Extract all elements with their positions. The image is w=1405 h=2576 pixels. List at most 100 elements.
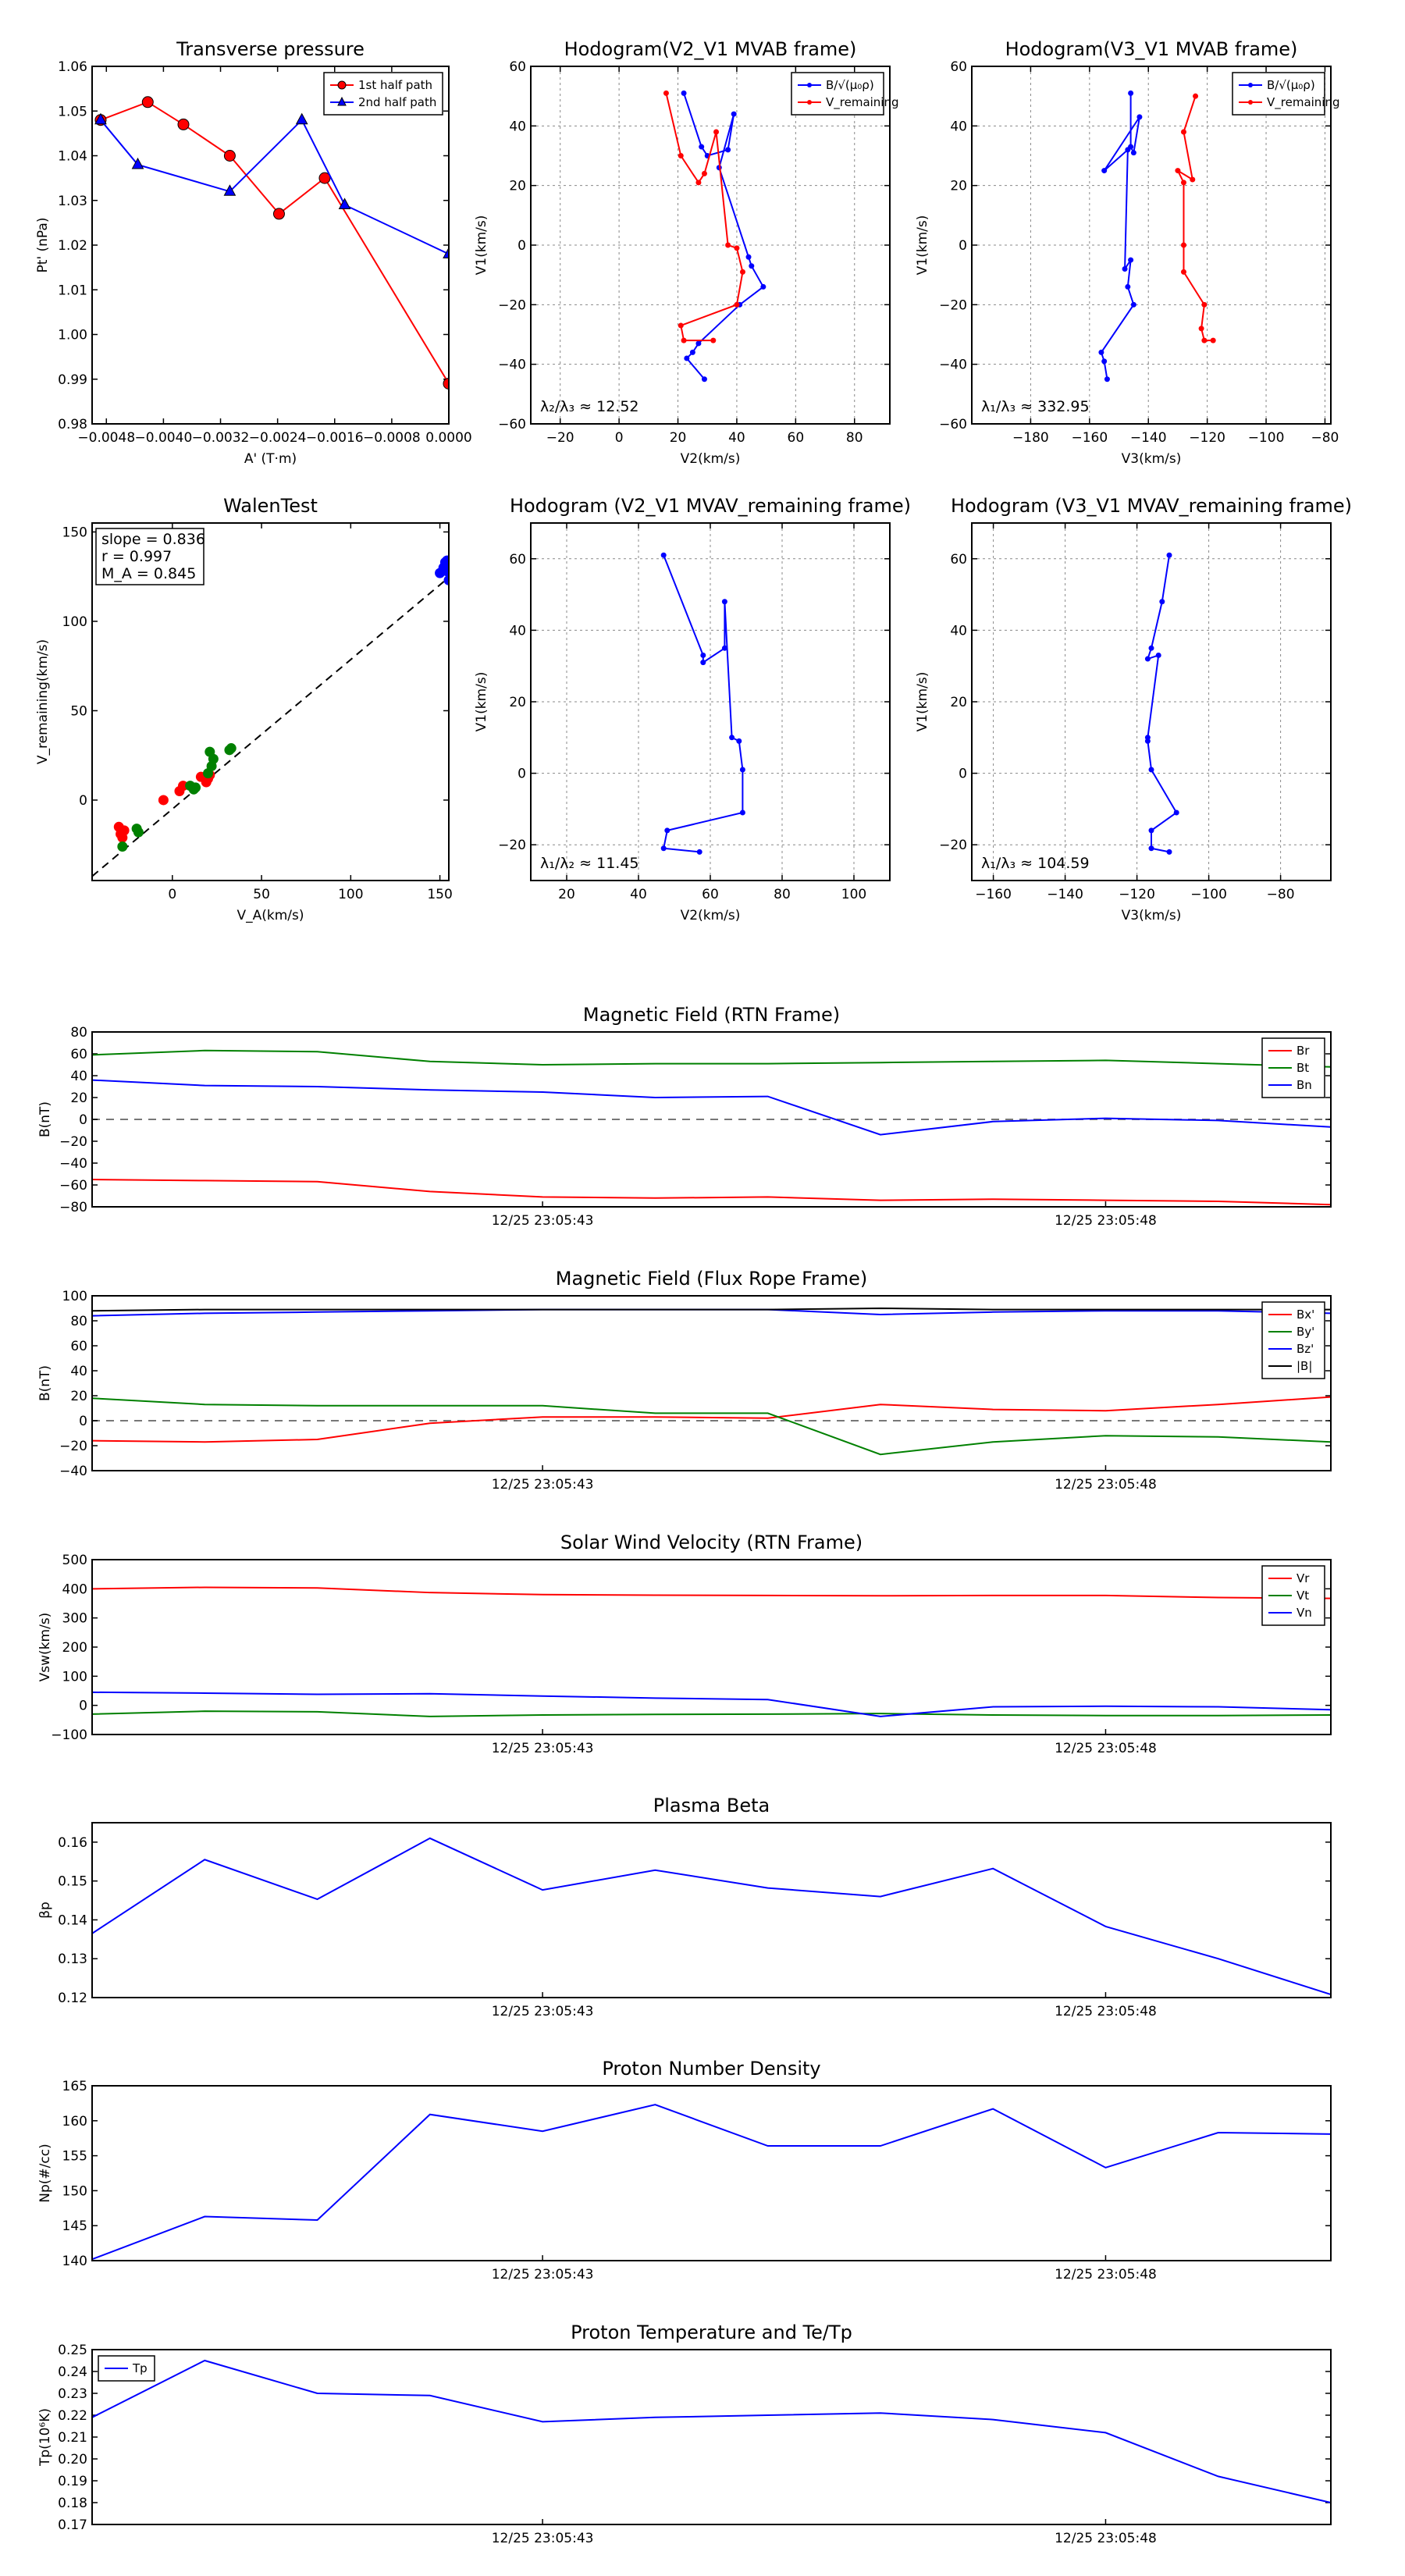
x-tick-label: 12/25 23:05:43 — [492, 1741, 594, 1756]
eigen-ratio-annotation: λ₁/λ₃ ≈ 104.59 — [981, 855, 1090, 872]
y-tick-label: 150 — [62, 2183, 87, 2199]
x-tick-label: −0.0032 — [192, 430, 250, 446]
legend-label: B/√(μ₀ρ) — [1267, 78, 1315, 92]
stats-box — [95, 528, 205, 585]
data-point — [117, 832, 128, 843]
y-tick-label: 0.19 — [58, 2474, 87, 2489]
legend: B/√(μ₀ρ) V_remaining — [1232, 72, 1340, 116]
y-tick-label: −20 — [498, 838, 526, 853]
data-point — [318, 172, 331, 184]
x-tick-label: 60 — [702, 887, 719, 902]
plot-area — [663, 90, 767, 382]
y-tick-label: −40 — [498, 358, 526, 373]
x-tick-label: −20 — [546, 430, 574, 446]
data-point — [1180, 269, 1186, 275]
data-point — [721, 599, 727, 605]
data-point — [133, 827, 144, 838]
y-axis-label: Vsw(km/s) — [37, 1613, 53, 1682]
y-tick-label: 0.18 — [58, 2496, 87, 2511]
x-tick-label: −160 — [1071, 430, 1108, 446]
y-tick-label: −100 — [51, 1727, 87, 1743]
legend: 1st half path 2nd half path — [323, 72, 443, 116]
data-point — [760, 283, 767, 290]
legend-marker — [1248, 83, 1253, 87]
plot-area — [92, 555, 449, 877]
x-tick-label: 12/25 23:05:43 — [492, 2004, 594, 2019]
y-axis-label: βp — [37, 1902, 53, 1919]
data-point — [678, 153, 684, 158]
plot-area — [1144, 552, 1179, 855]
data-point — [660, 845, 667, 852]
data-point — [1148, 645, 1154, 651]
axes-frame — [971, 522, 1332, 881]
chart-h4: Hodogram (V3_V1 MVAV_remaining frame) −16… — [915, 495, 1352, 923]
data-point — [721, 645, 727, 651]
data-point — [1198, 326, 1204, 332]
data-point — [1180, 180, 1186, 186]
data-point — [701, 376, 707, 382]
data-point — [701, 170, 707, 176]
y-tick-label: −20 — [59, 1134, 87, 1150]
data-point — [223, 150, 236, 162]
series-line-B/√(μ₀ρ) — [683, 93, 765, 380]
x-tick-label: 0 — [168, 887, 176, 902]
x-tick-label: 12/25 23:05:48 — [1055, 2004, 1157, 2019]
y-tick-label: 0.17 — [58, 2517, 87, 2533]
y-tick-label: 400 — [62, 1582, 87, 1597]
data-point — [700, 652, 706, 658]
data-point — [699, 144, 705, 150]
chart-h3: Hodogram (V2_V1 MVAV_remaining frame) 20 4… — [474, 495, 911, 923]
x-tick-label: 60 — [788, 430, 805, 446]
y-tick-label: 60 — [950, 552, 967, 568]
data-point — [739, 767, 745, 773]
x-tick-label: 150 — [427, 887, 452, 902]
series-line-Vt — [92, 1710, 1331, 1717]
legend-label: Vn — [1297, 1606, 1312, 1620]
y-tick-label: 1.01 — [58, 283, 87, 298]
data-point — [1173, 809, 1179, 816]
x-tick-label: 50 — [253, 887, 270, 902]
plot-area — [92, 1837, 1331, 1995]
data-point — [725, 147, 731, 153]
eigen-ratio-annotation: λ₁/λ₂ ≈ 11.45 — [540, 855, 639, 872]
data-point — [739, 809, 745, 816]
data-point — [1148, 827, 1154, 834]
chart-h2: Hodogram(V3_V1 MVAB frame) −180 −160 −140 −1… — [915, 38, 1340, 467]
x-tick-label: 12/25 23:05:43 — [492, 1213, 594, 1229]
y-tick-label: −20 — [939, 838, 967, 853]
legend-label: V_remaining — [1267, 95, 1340, 110]
y-tick-label: 140 — [62, 2254, 87, 2269]
y-tick-label: 80 — [70, 1025, 87, 1041]
data-point — [443, 247, 449, 258]
x-tick-label: 0 — [615, 430, 624, 446]
eigen-ratio-annotation: λ₁/λ₃ ≈ 332.95 — [981, 398, 1090, 415]
data-point — [1201, 337, 1208, 343]
x-tick-label: −0.0016 — [306, 430, 364, 446]
y-tick-label: 60 — [509, 59, 526, 75]
data-point — [681, 337, 687, 343]
data-point — [725, 242, 731, 248]
axes-frame — [91, 522, 450, 881]
chart-title: Transverse pressure — [176, 38, 365, 60]
data-point — [713, 129, 720, 135]
series-line-2nd half path — [100, 119, 449, 255]
y-tick-label: 0 — [518, 238, 526, 254]
legend-label: Vr — [1297, 1571, 1310, 1585]
y-tick-label: 1.06 — [58, 59, 87, 75]
x-tick-label: −140 — [1047, 887, 1083, 902]
plot-area — [92, 1307, 1331, 1456]
chart-title: Hodogram(V2_V1 MVAB frame) — [564, 38, 857, 60]
y-tick-label: 60 — [70, 1339, 87, 1354]
legend-label: Bn — [1297, 1078, 1312, 1092]
data-point — [1148, 767, 1154, 773]
plot-area — [94, 96, 449, 390]
y-axis-label: B(nT) — [37, 1101, 53, 1137]
data-point — [117, 841, 128, 852]
y-tick-label: 0.12 — [58, 1991, 87, 2006]
x-axis-label: V2(km/s) — [681, 451, 741, 467]
data-point — [443, 575, 449, 585]
x-tick-label: −0.0040 — [135, 430, 193, 446]
legend-marker — [337, 80, 347, 90]
legend-label: 2nd half path — [358, 95, 436, 109]
